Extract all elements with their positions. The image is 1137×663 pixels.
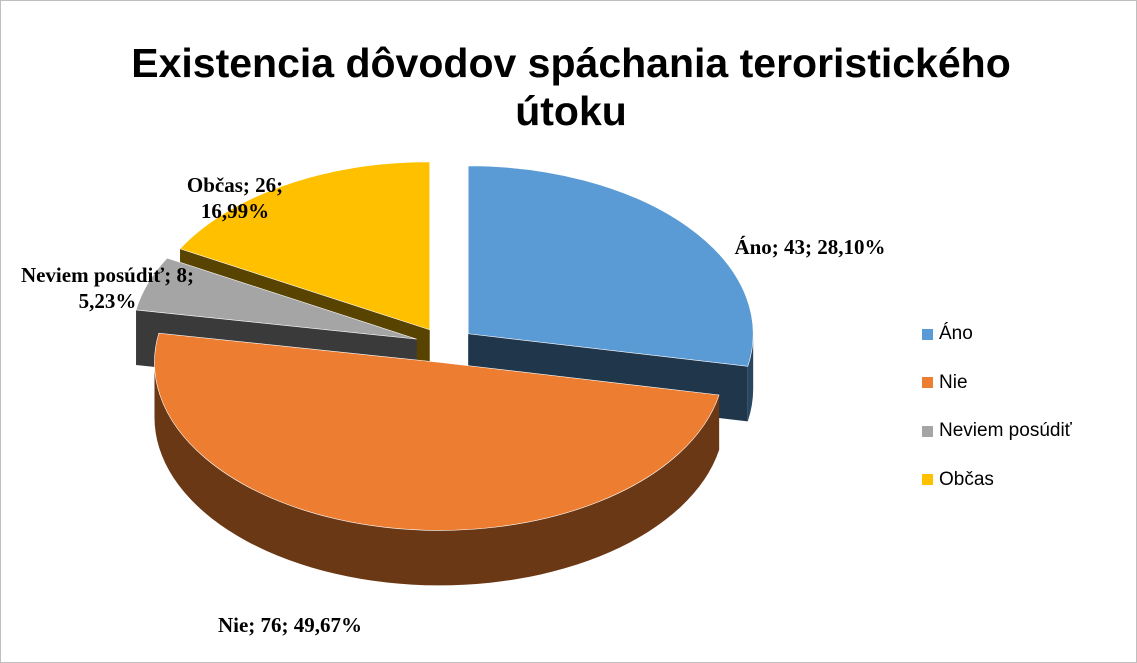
slice bbox=[467, 165, 754, 367]
legend-label: Nie bbox=[939, 371, 968, 393]
slice bbox=[135, 257, 417, 340]
data-label: Neviem posúdiť; 8; 5,23% bbox=[20, 263, 195, 313]
legend-item: Nie bbox=[922, 372, 968, 394]
data-label: Občas; 26; 16,99% bbox=[186, 173, 284, 223]
slice bbox=[179, 161, 431, 331]
legend-swatch bbox=[922, 377, 933, 388]
slice-wall bbox=[154, 362, 720, 586]
legend-swatch bbox=[922, 474, 933, 485]
data-label: Áno; 43; 28,10% bbox=[734, 235, 886, 259]
legend-swatch bbox=[922, 328, 933, 340]
legend-swatch bbox=[922, 425, 933, 437]
data-label: Nie; 76; 49,67% bbox=[217, 613, 363, 637]
legend-label: Neviem posúdiť bbox=[939, 420, 1072, 441]
legend-item: Neviem posúdiť bbox=[922, 420, 1072, 442]
slice bbox=[154, 332, 720, 531]
legend-label: Áno bbox=[939, 323, 973, 344]
legend-item: Občas bbox=[922, 469, 994, 491]
legend-label: Občas bbox=[939, 468, 994, 490]
slice-wall bbox=[747, 333, 754, 422]
chart-title: Existencia dôvodov spáchania teroristick… bbox=[131, 40, 1011, 134]
legend-item: Áno bbox=[922, 323, 973, 345]
